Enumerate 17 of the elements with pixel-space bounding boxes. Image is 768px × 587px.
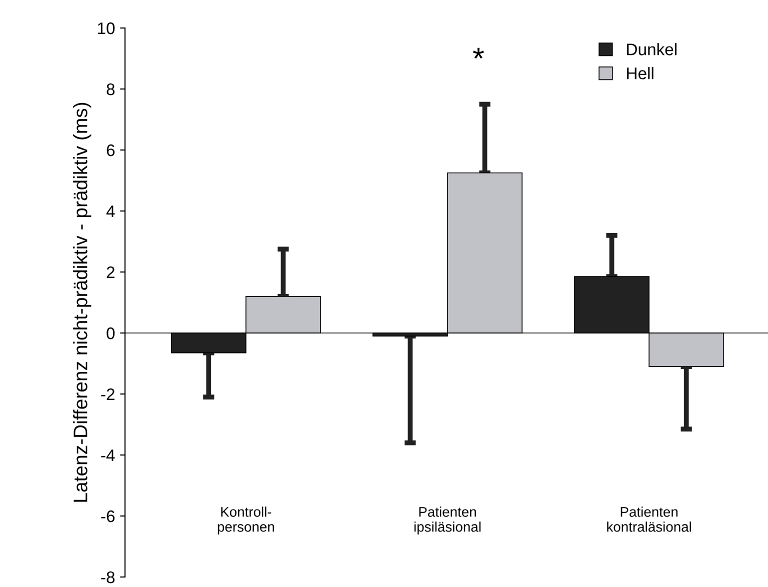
y-tick-label: 0: [106, 327, 115, 340]
y-tick-label: -8: [101, 571, 115, 584]
annotation: *: [473, 48, 484, 59]
y-tick-label: 2: [106, 266, 114, 278]
y-tick-label: 6: [106, 144, 115, 156]
x-tick-label: Patienten kontraläsional: [607, 506, 691, 532]
y-tick-label: -6: [101, 510, 115, 522]
x-tick-label: Patienten ipsiläsional: [414, 506, 481, 535]
y-tick-label: 8: [106, 83, 115, 96]
x-tick-label: Kontroll- personen: [218, 506, 274, 535]
legend-label: Dunkel: [627, 43, 676, 56]
legend-label: Hell: [627, 67, 654, 80]
y-tick-label: 4: [106, 206, 115, 218]
y-tick-label: -4: [101, 450, 115, 462]
y-axis-title: Latenz-Differenz nicht-prädiktiv - prädiktiv (ms): [73, 102, 92, 502]
y-tick-label: 10: [98, 22, 115, 34]
y-tick-label: -2: [101, 388, 114, 400]
